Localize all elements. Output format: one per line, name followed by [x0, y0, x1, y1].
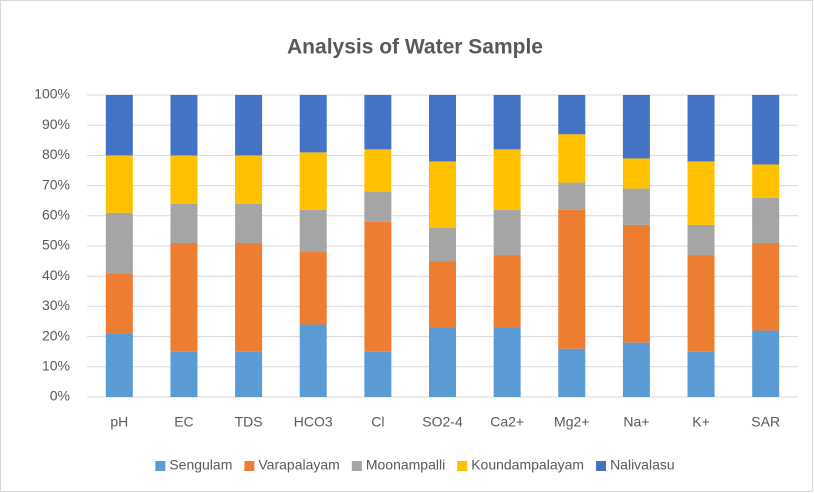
bar-segment — [235, 95, 263, 156]
y-tick-label: 30% — [42, 297, 70, 313]
bar-segment — [235, 155, 263, 204]
bar-segment — [752, 330, 780, 397]
bar-segment — [364, 191, 392, 222]
bar-segment — [493, 327, 521, 397]
bar-segment — [105, 333, 133, 397]
bar-segment — [493, 149, 521, 210]
x-tick-label: Mg2+ — [554, 414, 589, 430]
x-tick-label: Cl — [371, 414, 384, 430]
bar-segment — [429, 161, 456, 228]
bar-segment — [429, 227, 456, 262]
bar-segment — [752, 242, 780, 331]
bar-segment — [105, 95, 133, 156]
bar-segment — [429, 261, 456, 328]
legend-swatch — [155, 461, 166, 471]
bar-segment — [299, 324, 327, 397]
legend-label: Sengulam — [169, 457, 232, 473]
bar-segment — [170, 351, 198, 397]
bar-segment — [170, 95, 198, 156]
bar-segment — [235, 203, 263, 243]
y-tick-label: 100% — [34, 86, 70, 102]
legend-label: Moonampalli — [366, 457, 445, 473]
y-tick-label: 40% — [42, 267, 70, 283]
bar-segment — [558, 209, 586, 349]
bar-segment — [752, 164, 780, 198]
legend-label: Nalivalasu — [610, 457, 675, 473]
bar-segment — [105, 155, 133, 213]
bar-segment — [493, 95, 521, 150]
y-tick-label: 10% — [42, 358, 70, 374]
x-tick-label: EC — [174, 414, 193, 430]
bar-segment — [493, 209, 521, 256]
y-tick-label: 20% — [42, 327, 70, 343]
bar-segment — [170, 242, 198, 352]
bar-segment — [687, 255, 715, 352]
bar-segment — [687, 161, 715, 225]
y-tick-label: 90% — [42, 116, 70, 132]
x-tick-label: TDS — [235, 414, 263, 430]
bar-segment — [429, 327, 456, 397]
bar-segment — [622, 342, 650, 397]
bar-segment — [687, 351, 715, 397]
bar-segment — [235, 242, 263, 352]
bar-segment — [299, 252, 327, 325]
legend-swatch — [596, 461, 607, 471]
bar-segment — [752, 197, 780, 243]
x-tick-label: Ca2+ — [490, 414, 524, 430]
bar-segment — [622, 188, 650, 225]
bar-segment — [170, 203, 198, 243]
x-tick-label: pH — [110, 414, 128, 430]
bar-segment — [687, 224, 715, 256]
x-tick-label: K+ — [692, 414, 710, 430]
legend-swatch — [244, 461, 255, 471]
bar-segment — [364, 221, 392, 352]
legend-label: Koundampalayam — [471, 457, 584, 473]
y-tick-label: 0% — [50, 388, 70, 404]
legend-label: Varapalayam — [258, 457, 339, 473]
bar-segment — [558, 134, 586, 183]
bar-segment — [558, 348, 586, 397]
y-tick-label: 60% — [42, 207, 70, 223]
bar-segment — [493, 255, 521, 328]
y-tick-label: 80% — [42, 146, 70, 162]
bar-segment — [299, 95, 327, 153]
y-tick-label: 70% — [42, 176, 70, 192]
bar-segment — [105, 212, 133, 274]
x-tick-label: Na+ — [623, 414, 649, 430]
x-tick-label: SAR — [751, 414, 780, 430]
bar-segment — [622, 158, 650, 189]
bar-segment — [429, 95, 456, 162]
bar-segment — [105, 273, 133, 334]
bar-segment — [622, 95, 650, 159]
bar-segment — [235, 351, 263, 397]
bar-segment — [170, 155, 198, 204]
bar-segment — [364, 95, 392, 150]
bar-segment — [299, 152, 327, 210]
bar-segment — [752, 95, 780, 165]
bar-segment — [364, 351, 392, 397]
bar-segment — [558, 182, 586, 210]
bar-segment — [558, 95, 586, 135]
legend-swatch — [351, 461, 362, 471]
x-tick-label: HCO3 — [294, 414, 333, 430]
legend-swatch — [457, 461, 468, 471]
bar-segment — [687, 95, 715, 162]
chart-title: Analysis of Water Sample — [287, 36, 543, 59]
x-tick-label: SO2-4 — [422, 414, 463, 430]
bar-segment — [622, 224, 650, 343]
y-tick-label: 50% — [42, 237, 70, 253]
bar-segment — [299, 209, 327, 253]
bar-segment — [364, 149, 392, 192]
